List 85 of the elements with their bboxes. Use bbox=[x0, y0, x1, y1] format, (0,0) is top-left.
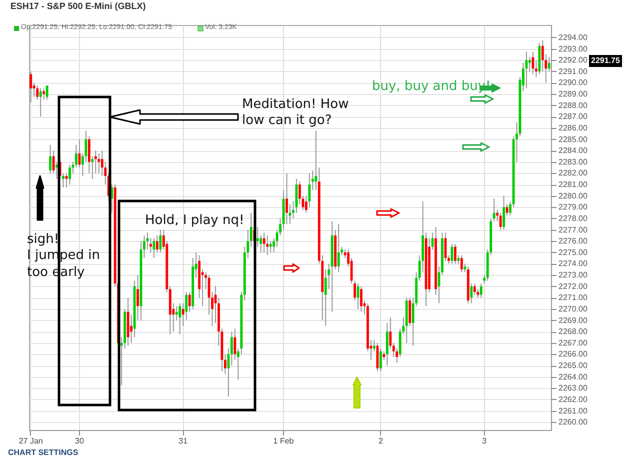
candlestick bbox=[454, 243, 456, 264]
candlestick bbox=[98, 152, 100, 174]
candlestick bbox=[360, 286, 362, 312]
candlestick bbox=[492, 198, 496, 222]
candlestick bbox=[376, 342, 379, 372]
x-tick-label: 3 bbox=[482, 436, 488, 446]
candlestick bbox=[256, 226, 259, 248]
y-tick-label: 2283.00 bbox=[558, 157, 588, 166]
x-tick-label: 30 bbox=[75, 436, 84, 446]
y-tick-label: 2279.00 bbox=[558, 202, 588, 212]
candlestick bbox=[373, 340, 376, 352]
y-tick-label: 2285.00 bbox=[558, 134, 588, 144]
y-tick-label: 2291.00 bbox=[558, 66, 588, 76]
y-tick-label: 2278.00 bbox=[558, 214, 588, 223]
y-tick-label: 2287.00 bbox=[558, 112, 588, 122]
y-tick-label: 2268.00 bbox=[558, 327, 588, 336]
y-tick-label: 2289.00 bbox=[558, 90, 588, 99]
y-tick-label: 2276.00 bbox=[558, 236, 588, 246]
candlestick bbox=[188, 291, 191, 312]
x-tick-label: 27 Jan bbox=[18, 436, 43, 446]
candlestick bbox=[39, 88, 42, 118]
y-tick-label: 2286.00 bbox=[558, 123, 588, 132]
annotation: buy, buy and buy! bbox=[372, 79, 491, 96]
y-tick-label: 2292.00 bbox=[558, 56, 588, 65]
candlestick bbox=[473, 283, 476, 296]
candlestick bbox=[136, 274, 139, 321]
annotation: Hold, I play nq! bbox=[145, 213, 244, 230]
x-tick-label: 1 Feb bbox=[273, 436, 294, 446]
y-tick-label: 2262.00 bbox=[558, 394, 588, 404]
candlestick bbox=[470, 283, 473, 304]
y-tick-label: 2266.00 bbox=[558, 350, 588, 359]
y-tick-label: 2272.00 bbox=[558, 282, 588, 291]
y-tick-label: 2260.00 bbox=[558, 418, 588, 427]
candlestick bbox=[152, 238, 156, 259]
y-tick-label: 2263.00 bbox=[558, 384, 588, 393]
candlestick bbox=[42, 88, 46, 100]
annotation: Meditation! How low can it go? bbox=[242, 97, 349, 130]
y-tick-label: 2275.00 bbox=[558, 248, 588, 257]
y-tick-label: 2269.00 bbox=[558, 316, 588, 325]
candlestick bbox=[262, 232, 266, 253]
candlestick bbox=[156, 234, 158, 253]
candlestick bbox=[159, 229, 162, 253]
candlestick bbox=[532, 51, 534, 75]
y-tick-label: 2282.00 bbox=[558, 168, 588, 178]
candlestick bbox=[286, 172, 288, 225]
text: 2291.75 bbox=[589, 54, 622, 67]
candlestick bbox=[450, 243, 454, 264]
y-tick-label: 2280.00 bbox=[558, 191, 588, 200]
text: CHART SETTINGS bbox=[8, 448, 78, 458]
candlestick bbox=[337, 224, 340, 273]
y-tick-label: 2264.00 bbox=[558, 372, 588, 382]
y-tick-label: 2293.00 bbox=[558, 44, 588, 54]
y-tick-label: 2261.00 bbox=[558, 406, 588, 416]
y-tick-label: 2288.00 bbox=[558, 100, 588, 110]
candlestick bbox=[379, 348, 382, 372]
candlestick bbox=[68, 164, 71, 186]
candlestick bbox=[525, 51, 528, 89]
x-tick-label: 2 bbox=[378, 436, 384, 446]
candlestick bbox=[460, 254, 463, 273]
candlestick bbox=[502, 195, 506, 230]
y-tick-label: 2281.00 bbox=[558, 180, 588, 190]
y-tick-label: 2267.00 bbox=[558, 338, 588, 348]
x-tick-label: 31 bbox=[178, 436, 188, 446]
candlestick bbox=[528, 56, 531, 72]
y-tick-label: 2273.00 bbox=[558, 270, 588, 280]
candlestick bbox=[56, 161, 58, 180]
y-tick-label: 2284.00 bbox=[558, 146, 588, 156]
candlestick bbox=[30, 70, 32, 103]
y-tick-label: 2270.00 bbox=[558, 304, 588, 314]
candlestick bbox=[480, 283, 482, 298]
candlestick bbox=[269, 240, 272, 253]
candlestick bbox=[175, 306, 178, 321]
candlestick bbox=[49, 144, 52, 174]
candlestick bbox=[266, 234, 269, 256]
y-tick-label: 2277.00 bbox=[558, 225, 588, 234]
candlestick bbox=[46, 85, 48, 100]
y-tick-label: 2271.00 bbox=[558, 293, 588, 302]
candlestick bbox=[499, 212, 502, 230]
y-tick-label: 2294.00 bbox=[558, 32, 588, 42]
y-tick-label: 2265.00 bbox=[558, 361, 588, 370]
y-tick-label: 2274.00 bbox=[558, 259, 588, 268]
candlestick bbox=[62, 172, 64, 188]
candlestick bbox=[178, 302, 182, 335]
chart-title: ESH17 - S&P 500 E-Mini (GBLX) bbox=[10, 1, 146, 11]
y-tick-label: 2290.00 bbox=[558, 78, 588, 88]
